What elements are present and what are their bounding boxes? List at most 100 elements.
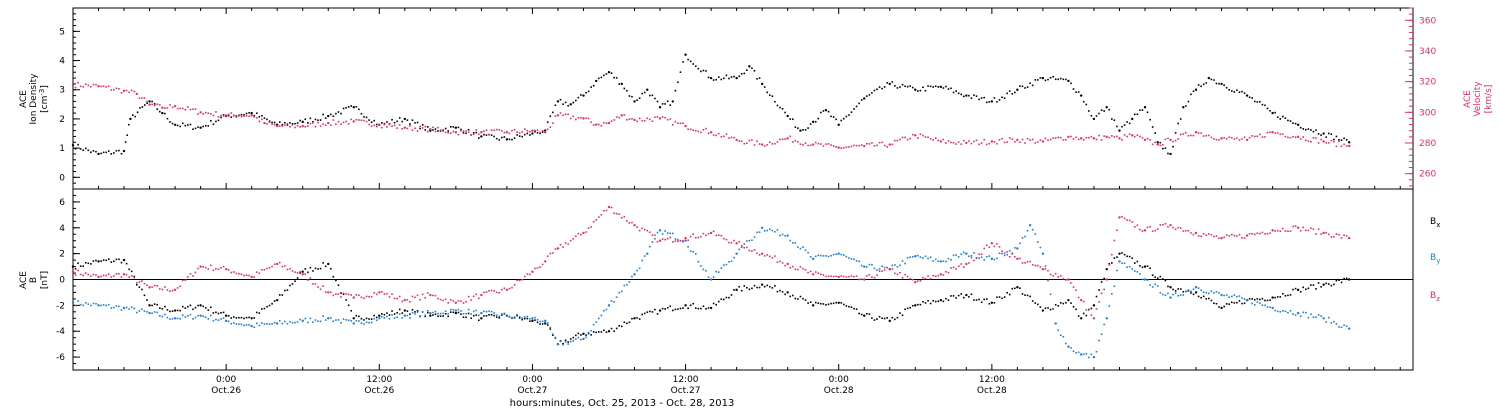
velocity-series-point: [224, 114, 228, 117]
density-series-sample: [1238, 91, 1241, 94]
velocity-series-sample: [449, 132, 452, 135]
by-series-sample: [158, 315, 161, 317]
bz-series-point: [480, 293, 483, 297]
density-series-sample: [643, 91, 646, 94]
by-series-sample: [1241, 297, 1243, 299]
bz-series-point: [1067, 278, 1070, 281]
density-series-sample: [1146, 111, 1149, 114]
density-series-sample: [564, 101, 567, 104]
velocity-series-sample: [858, 144, 860, 147]
by-series-sample: [240, 323, 243, 326]
bz-series-sample: [393, 297, 396, 300]
bx-series-sample: [1236, 301, 1238, 304]
density-series-sample: [370, 121, 373, 124]
density-series-sample: [922, 86, 924, 89]
bz-series-sample: [115, 273, 118, 275]
velocity-series-sample: [478, 133, 480, 136]
bz-series-sample: [1006, 251, 1008, 253]
density-series-sample: [314, 118, 317, 121]
bx-series-sample: [156, 303, 159, 306]
density-series-sample: [1085, 103, 1088, 106]
bz-series-sample: [835, 275, 837, 278]
velocity-series-sample: [784, 138, 786, 140]
density-series-point: [569, 103, 572, 106]
by-series-sample: [1325, 321, 1328, 323]
by-series-sample: [373, 317, 375, 320]
density-series-sample: [511, 138, 513, 141]
density-series-sample: [797, 127, 799, 129]
velocity-series-sample: [138, 97, 141, 99]
bx-series-sample: [738, 285, 740, 288]
density-series-sample: [424, 129, 427, 131]
density-series-sample: [702, 69, 705, 72]
density-series-sample: [110, 153, 113, 155]
bz-series-sample: [1292, 225, 1294, 228]
velocity-series-sample: [1187, 134, 1190, 137]
bx-series-sample: [212, 312, 215, 314]
density-series-sample: [763, 86, 766, 88]
by-series-sample: [1154, 283, 1157, 286]
bz-series-sample: [220, 266, 222, 269]
density-series-sample: [503, 136, 506, 138]
bz-series-sample: [1185, 230, 1187, 232]
by-series-sample: [92, 302, 95, 305]
density-series-sample: [554, 104, 557, 107]
velocity-series-sample: [605, 122, 608, 125]
bz-series-sample: [187, 276, 189, 278]
bx-series-sample: [1037, 303, 1039, 306]
by-series-sample: [1294, 314, 1297, 316]
bx-series-sample: [388, 314, 391, 316]
bx-series-sample: [1049, 308, 1052, 311]
bx-series-sample: [153, 303, 156, 305]
bz-series-sample: [1340, 237, 1343, 239]
bz-series-sample: [1123, 217, 1126, 220]
bz-series-sample: [319, 288, 322, 291]
bz-series-sample: [212, 269, 215, 272]
bx-series-sample: [483, 315, 485, 317]
bz-series-sample: [881, 270, 883, 272]
bz-series-sample: [416, 294, 419, 297]
by-series-sample: [600, 314, 603, 317]
bz-series-sample: [766, 254, 769, 256]
bz-series-sample: [1284, 230, 1287, 232]
bx-series-sample: [740, 289, 743, 292]
density-series-sample: [508, 138, 511, 141]
bz-series-sample: [753, 249, 756, 251]
bx-series-sample: [1031, 300, 1034, 302]
time-tick-label: 12:00: [366, 375, 392, 385]
by-series-sample: [414, 313, 416, 315]
by-series-sample: [672, 232, 674, 235]
bz-series-sample: [733, 239, 735, 242]
bx-series-sample: [1225, 303, 1228, 305]
by-series-sample: [483, 310, 485, 313]
density-series-sample: [1029, 82, 1031, 85]
bx-series-sample: [679, 307, 682, 310]
density-series-sample: [730, 76, 733, 78]
by-series-sample: [534, 316, 536, 319]
velocity-series-sample: [526, 129, 529, 132]
bz-series-sample: [1197, 235, 1200, 237]
density-series-sample: [807, 127, 809, 129]
by-series-sample: [347, 319, 350, 322]
velocity-series-sample: [350, 118, 353, 121]
by-series-sample: [217, 319, 220, 321]
density-series-sample: [151, 100, 153, 103]
bz-series-point: [1322, 231, 1325, 235]
bz-series-sample: [490, 289, 493, 292]
bz-series-sample: [909, 277, 911, 280]
density-series-sample: [962, 95, 965, 98]
by-series-sample: [730, 260, 733, 262]
bz-series-sample: [1131, 221, 1134, 223]
velocity-series-sample: [1202, 135, 1205, 137]
bx-series-point: [71, 265, 75, 268]
bz-series-point: [1347, 236, 1351, 240]
by-series-sample: [717, 271, 720, 273]
density-series-sample: [1037, 79, 1039, 81]
velocity-series-sample: [753, 144, 756, 146]
by-series-sample: [156, 311, 159, 314]
density-series: [71, 53, 1351, 156]
velocity-series-sample: [830, 144, 832, 146]
density-series-sample: [102, 151, 105, 154]
bx-series-sample: [1289, 294, 1292, 296]
bz-series-sample: [771, 257, 774, 259]
